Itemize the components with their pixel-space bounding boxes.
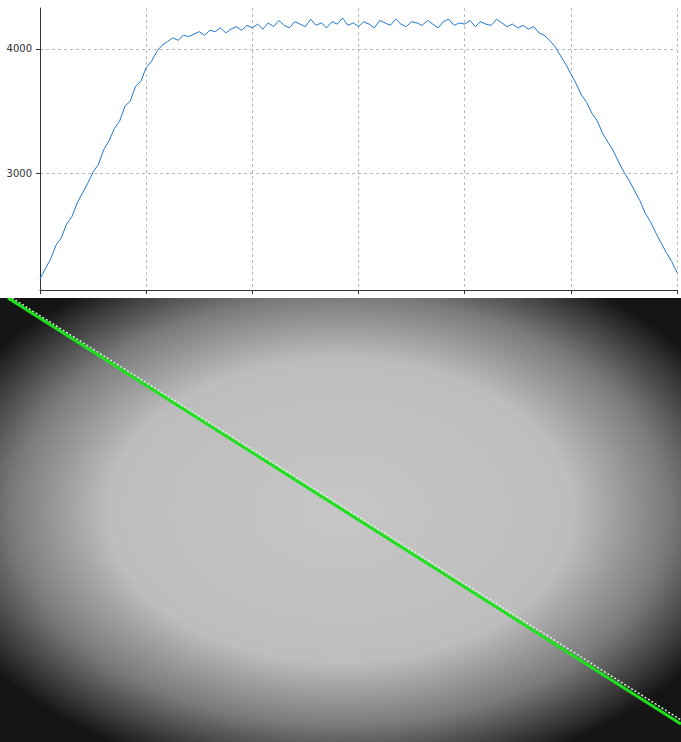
svg-text:3000: 3000 — [7, 168, 32, 179]
svg-text:4000: 4000 — [7, 43, 32, 54]
